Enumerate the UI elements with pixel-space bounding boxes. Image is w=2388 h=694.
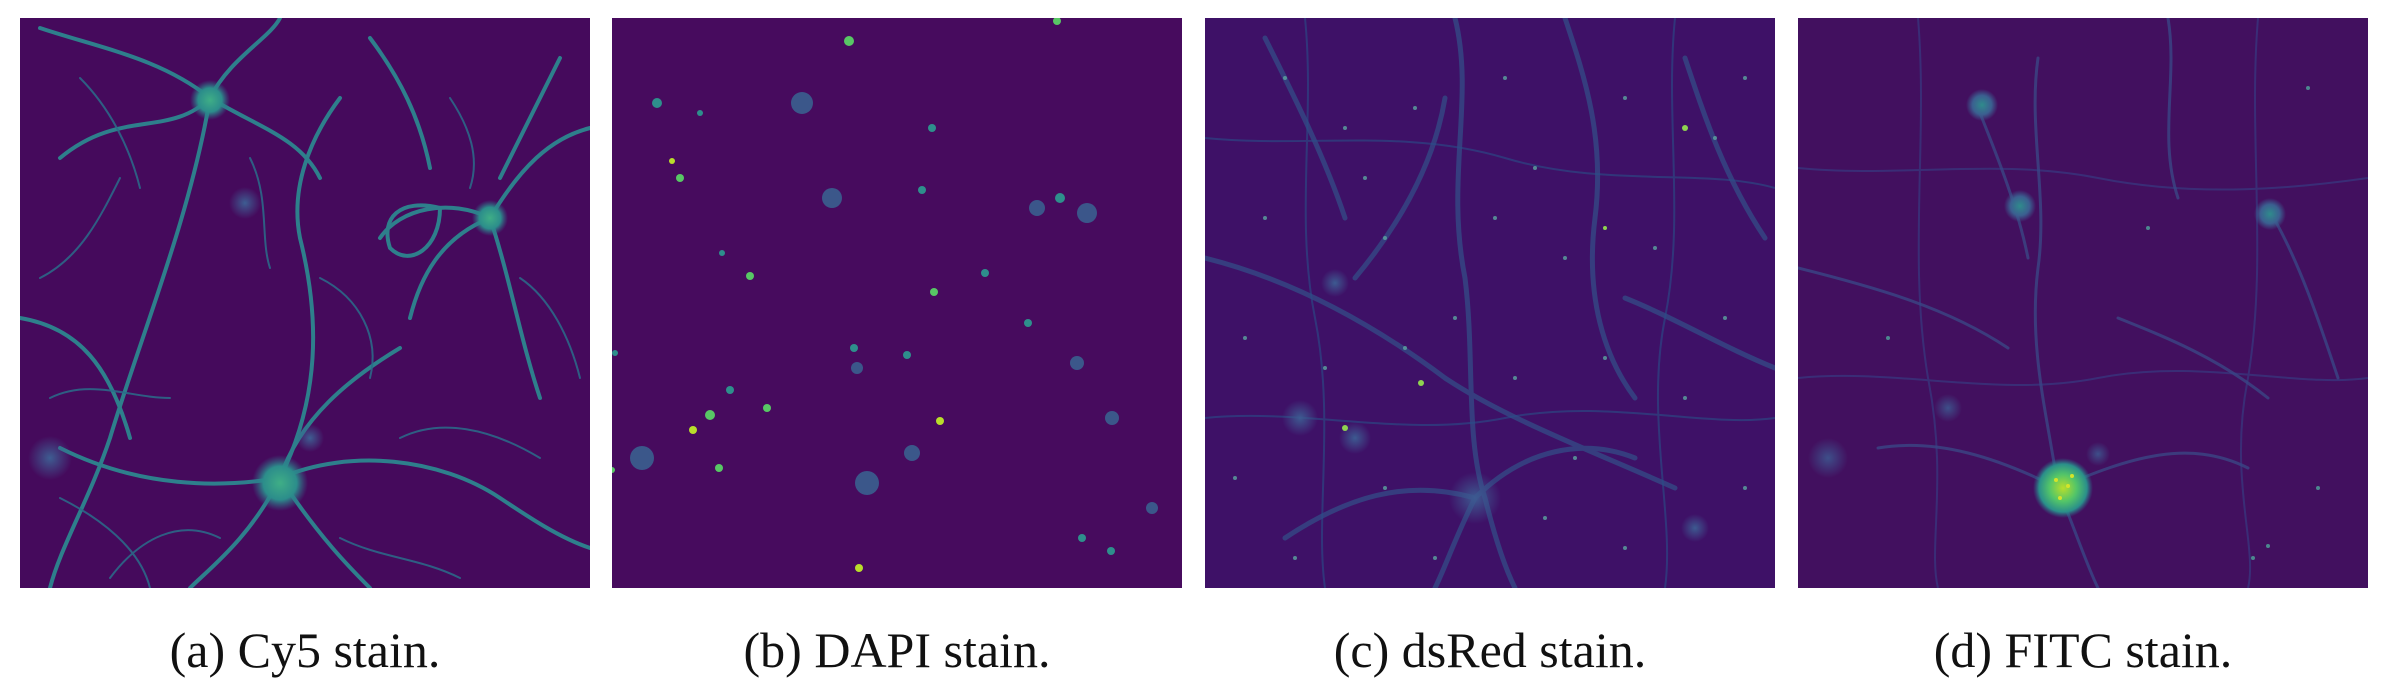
cy5-stain-image bbox=[20, 18, 590, 588]
dapi-stain-image bbox=[612, 18, 1182, 588]
caption-dapi: (b) DAPI stain. bbox=[612, 620, 1182, 680]
caption-cy5: (a) Cy5 stain. bbox=[20, 620, 590, 680]
caption-fitc: (d) FITC stain. bbox=[1798, 620, 2368, 680]
caption-dsred: (c) dsRed stain. bbox=[1205, 620, 1775, 680]
dsred-stain-image bbox=[1205, 18, 1775, 588]
fitc-stain-image bbox=[1798, 18, 2368, 588]
